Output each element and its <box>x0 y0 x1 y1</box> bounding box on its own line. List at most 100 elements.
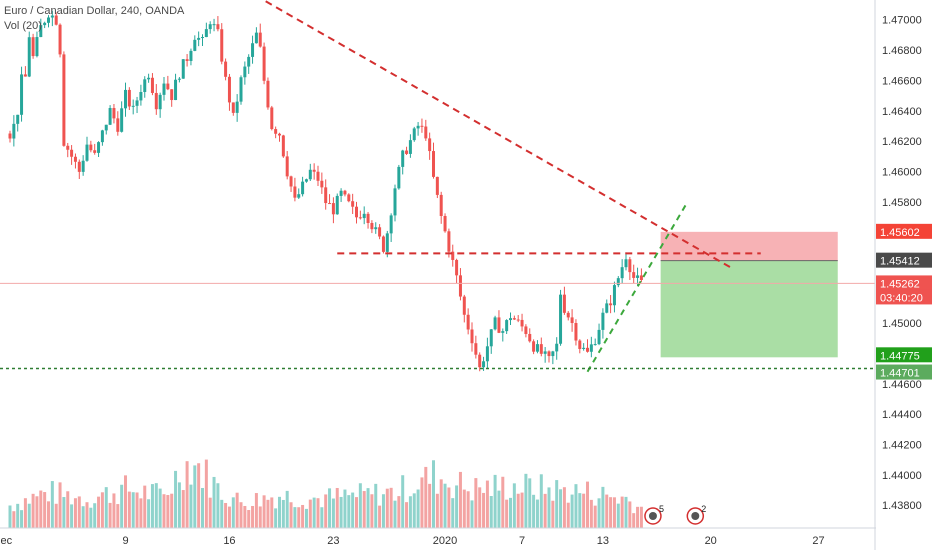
volume-bar <box>89 507 93 528</box>
time-axis[interactable]: Dec 9 16 23 2020 7 13 20 27 <box>0 527 876 547</box>
volume-bar <box>493 474 497 528</box>
candle-body <box>632 272 636 278</box>
volume-bar <box>397 496 401 528</box>
volume-bar <box>266 499 270 528</box>
candle-body <box>216 24 220 30</box>
volume-bar <box>347 495 351 528</box>
volume-indicator-label[interactable]: Vol (20) <box>4 20 42 32</box>
candle-body <box>70 149 74 157</box>
volume-bar <box>566 502 570 528</box>
volume-bar <box>243 505 247 528</box>
volume-bar <box>181 490 185 528</box>
volume-bar <box>108 502 112 528</box>
volume-bar <box>482 492 486 528</box>
volume-bar <box>131 492 135 528</box>
volume-bar <box>524 473 528 528</box>
candle-body <box>278 133 281 136</box>
candle-body <box>524 326 528 334</box>
candle-body <box>501 331 505 333</box>
candle-body <box>112 108 116 119</box>
volume-bar <box>628 501 632 528</box>
candle-body <box>328 203 332 205</box>
candle-body <box>389 215 393 234</box>
candle-body <box>397 166 401 189</box>
volume-bar <box>589 499 593 528</box>
volume-bar <box>39 490 43 528</box>
time-tick-label: 23 <box>327 535 339 547</box>
volume-bar <box>116 504 120 528</box>
stop-loss-label: 1.45602 <box>880 227 920 239</box>
time-tick-label: 7 <box>519 535 525 547</box>
volume-bar <box>31 493 35 528</box>
candle-body <box>154 92 158 110</box>
volume-bar <box>47 501 50 528</box>
candle-body <box>124 89 127 109</box>
time-tick-label: 2020 <box>433 535 457 547</box>
volume-bar <box>100 492 104 528</box>
volume-bar <box>54 503 58 528</box>
volume-bar <box>20 510 24 528</box>
candle-body <box>393 188 397 216</box>
candle-body <box>559 294 563 344</box>
candle-body <box>66 145 70 150</box>
candle-body <box>535 344 539 352</box>
candle-body <box>335 195 339 215</box>
candle-body <box>251 43 255 57</box>
candle-body <box>170 89 174 101</box>
candle-body <box>39 25 43 38</box>
volume-bar <box>112 493 116 528</box>
volume-bar <box>285 490 289 528</box>
candle-body <box>412 128 416 141</box>
candle-body <box>385 233 389 252</box>
price-labels-layer: 1.45602 1.45412 1.45262 03:40:20 1.44775 1.44… <box>876 223 932 380</box>
volume-bar <box>339 496 343 528</box>
candle-body <box>220 29 224 62</box>
candle-body <box>493 317 497 330</box>
volume-bar <box>435 493 439 528</box>
price-axis[interactable]: 1.47000 1.46800 1.46600 1.46400 1.46200 1.460… <box>874 0 922 550</box>
candle-body <box>543 351 547 354</box>
candle-body <box>374 227 378 230</box>
volume-bar <box>58 482 62 528</box>
volume-bar <box>639 506 643 528</box>
position-tool-layer[interactable] <box>660 231 838 358</box>
volume-bar <box>81 506 85 528</box>
candle-body <box>224 61 228 77</box>
price-tick-label: 1.45000 <box>882 318 922 330</box>
volume-bar <box>208 497 212 528</box>
volume-bar <box>512 483 516 528</box>
candle-body <box>401 150 405 167</box>
candle-body <box>601 312 605 330</box>
candle-body <box>231 102 235 113</box>
event-badge-1-count: 5 <box>659 504 664 514</box>
volume-bar <box>351 492 355 528</box>
candle-body <box>482 361 486 368</box>
candle-body <box>443 215 447 232</box>
volume-bar <box>624 496 628 528</box>
entry-label: 1.45412 <box>880 256 920 268</box>
candle-body <box>227 76 231 103</box>
volume-bar <box>428 483 432 528</box>
candle-body <box>189 50 193 61</box>
drawing-layer[interactable] <box>0 0 875 373</box>
candle-body <box>62 54 66 146</box>
candle-body <box>312 169 316 172</box>
symbol-title[interactable]: Euro / Canadian Dollar, 240, OANDA <box>4 5 185 17</box>
volume-bar <box>412 493 416 528</box>
volume-bar <box>8 505 12 528</box>
price-tick-label: 1.44600 <box>882 379 922 391</box>
candle-body <box>639 275 643 281</box>
volume-bar <box>23 498 27 528</box>
candle-body <box>20 74 24 115</box>
volume-bar <box>586 481 589 528</box>
price-tick-label: 1.44200 <box>882 440 922 452</box>
volume-bar <box>551 500 555 528</box>
volume-bar <box>331 498 335 528</box>
candle-body <box>505 320 509 332</box>
candle-body <box>297 194 301 198</box>
volume-bar <box>324 494 328 528</box>
volume-bar <box>43 492 47 528</box>
